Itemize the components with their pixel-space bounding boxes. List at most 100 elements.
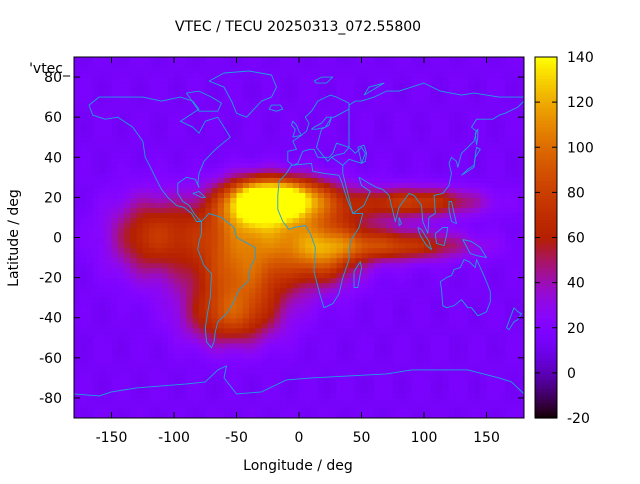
heatmap-cell — [480, 187, 488, 193]
heatmap-cell — [167, 247, 175, 254]
heatmap-cell — [342, 322, 350, 329]
heatmap-cell — [486, 337, 494, 344]
heatmap-cell — [374, 407, 381, 414]
heatmap-cell — [499, 132, 506, 138]
heatmap-cell — [455, 307, 463, 314]
heatmap-cell — [461, 192, 469, 198]
heatmap-cell — [305, 317, 313, 324]
heatmap-cell — [330, 367, 338, 374]
heatmap-cell — [386, 182, 394, 188]
heatmap-cell — [261, 367, 269, 374]
heatmap-cell — [267, 407, 275, 414]
heatmap-cell — [324, 92, 331, 98]
heatmap-cell — [280, 237, 288, 244]
heatmap-cell — [499, 192, 506, 198]
heatmap-cell — [242, 262, 250, 269]
heatmap-cell — [361, 252, 369, 259]
heatmap-cell — [205, 397, 213, 404]
heatmap-cell — [249, 162, 256, 168]
heatmap-cell — [230, 367, 238, 374]
heatmap-cell — [311, 402, 319, 409]
heatmap-cell — [92, 212, 100, 219]
heatmap-cell — [80, 302, 88, 309]
heatmap-cell — [217, 232, 225, 239]
heatmap-cell — [461, 107, 469, 113]
heatmap-cell — [517, 317, 524, 324]
heatmap-cell — [211, 207, 219, 214]
heatmap-cell — [380, 317, 388, 324]
heatmap-cell — [411, 137, 419, 143]
heatmap-cell — [142, 252, 150, 259]
heatmap-cell — [130, 292, 138, 299]
heatmap-cell — [499, 397, 506, 404]
heatmap-cell — [399, 147, 406, 153]
heatmap-cell — [224, 222, 231, 229]
heatmap-cell — [111, 82, 119, 88]
heatmap-cell — [286, 352, 294, 359]
heatmap-cell — [224, 97, 231, 103]
heatmap-cell — [455, 82, 463, 88]
heatmap-cell — [499, 312, 506, 319]
heatmap-cell — [86, 372, 94, 379]
heatmap-cell — [136, 277, 144, 284]
heatmap-cell — [99, 282, 106, 289]
heatmap-cell — [155, 167, 163, 173]
heatmap-cell — [261, 262, 269, 269]
heatmap-cell — [261, 162, 269, 168]
heatmap-cell — [324, 292, 331, 299]
heatmap-cell — [449, 227, 456, 234]
heatmap-cell — [311, 117, 319, 123]
heatmap-cell — [261, 132, 269, 138]
heatmap-cell — [336, 152, 344, 158]
heatmap-cell — [436, 202, 444, 209]
heatmap-cell — [317, 412, 325, 418]
heatmap-cell — [242, 107, 250, 113]
heatmap-cell — [299, 292, 306, 299]
heatmap-cell — [424, 127, 431, 133]
heatmap-cell — [342, 212, 350, 219]
heatmap-cell — [449, 107, 456, 113]
heatmap-cell — [517, 162, 524, 168]
heatmap-cell — [117, 162, 125, 168]
heatmap-cell — [167, 327, 175, 334]
heatmap-cell — [261, 267, 269, 274]
heatmap-cell — [230, 302, 238, 309]
heatmap-cell — [411, 157, 419, 163]
heatmap-cell — [392, 197, 400, 203]
heatmap-cell — [380, 167, 388, 173]
heatmap-cell — [236, 297, 244, 304]
heatmap-cell — [330, 407, 338, 414]
heatmap-cell — [449, 182, 456, 188]
heatmap-cell — [392, 372, 400, 379]
heatmap-cell — [336, 132, 344, 138]
heatmap-cell — [180, 322, 188, 329]
heatmap-cell — [324, 127, 331, 133]
heatmap-cell — [411, 367, 419, 374]
heatmap-cell — [149, 212, 156, 219]
heatmap-cell — [361, 402, 369, 409]
heatmap-cell — [136, 97, 144, 103]
heatmap-cell — [74, 267, 81, 274]
heatmap-cell — [74, 242, 81, 249]
heatmap-cell — [330, 117, 338, 123]
heatmap-cell — [199, 152, 206, 158]
heatmap-cell — [280, 102, 288, 108]
heatmap-cell — [130, 77, 138, 83]
heatmap-cell — [255, 192, 263, 198]
heatmap-cell — [186, 142, 194, 148]
heatmap-cell — [99, 107, 106, 113]
heatmap-cell — [449, 352, 456, 359]
heatmap-cell — [192, 232, 200, 239]
heatmap-cell — [236, 167, 244, 173]
heatmap-cell — [111, 312, 119, 319]
heatmap-cell — [399, 342, 406, 349]
heatmap-cell — [274, 337, 281, 344]
heatmap-cell — [492, 377, 500, 384]
heatmap-cell — [461, 172, 469, 178]
heatmap-cell — [217, 262, 225, 269]
heatmap-cell — [280, 222, 288, 229]
heatmap-cell — [136, 302, 144, 309]
heatmap-cell — [449, 397, 456, 404]
heatmap-cell — [267, 352, 275, 359]
heatmap-cell — [411, 397, 419, 404]
